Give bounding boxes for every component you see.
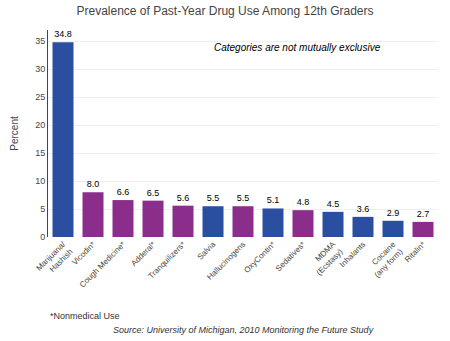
svg-text:Marijuana/Hashish: Marijuana/Hashish	[34, 239, 75, 280]
svg-text:2.7: 2.7	[417, 209, 430, 219]
svg-text:5.5: 5.5	[207, 193, 220, 203]
svg-text:MDMA(Ecstasy): MDMA(Ecstasy)	[307, 239, 345, 277]
svg-text:Tranquilizers*: Tranquilizers*	[147, 240, 188, 281]
svg-text:4.5: 4.5	[327, 199, 340, 209]
svg-text:15: 15	[35, 148, 45, 158]
svg-text:5: 5	[40, 204, 45, 214]
svg-text:Vicodin*: Vicodin*	[70, 240, 97, 267]
svg-text:Cocaine(any form): Cocaine(any form)	[365, 239, 405, 279]
svg-text:Ritalin*: Ritalin*	[403, 240, 427, 264]
svg-text:Adderal*: Adderal*	[129, 240, 157, 268]
svg-text:2.9: 2.9	[387, 208, 400, 218]
svg-text:*Nonmedical Use: *Nonmedical Use	[50, 311, 120, 321]
svg-text:6.5: 6.5	[147, 188, 160, 198]
svg-text:10: 10	[35, 176, 45, 186]
svg-text:30: 30	[35, 64, 45, 74]
svg-text:20: 20	[35, 120, 45, 130]
svg-text:5.6: 5.6	[177, 193, 190, 203]
svg-text:Categories are not mutually ex: Categories are not mutually exclusive	[214, 42, 381, 53]
svg-text:Sedatives*: Sedatives*	[274, 240, 307, 273]
svg-text:Percent: Percent	[9, 116, 20, 151]
svg-text:Salvia: Salvia	[195, 239, 217, 261]
svg-text:4.8: 4.8	[297, 197, 310, 207]
svg-text:8.0: 8.0	[87, 179, 100, 189]
svg-text:6.6: 6.6	[117, 187, 130, 197]
svg-text:35: 35	[35, 36, 45, 46]
svg-text:5.5: 5.5	[237, 193, 250, 203]
svg-text:34.8: 34.8	[54, 29, 72, 39]
svg-text:Inhalants: Inhalants	[338, 240, 367, 269]
svg-text:Source: University of Michigan: Source: University of Michigan, 2010 Mon…	[113, 325, 374, 335]
svg-text:Prevalence of Past-Year Drug U: Prevalence of Past-Year Drug Use Among 1…	[76, 4, 373, 18]
svg-text:OxyContin*: OxyContin*	[242, 240, 277, 275]
svg-text:Hallucinogens: Hallucinogens	[205, 240, 247, 282]
svg-text:Cough Medicine*: Cough Medicine*	[78, 240, 127, 289]
svg-text:25: 25	[35, 92, 45, 102]
svg-text:3.6: 3.6	[357, 204, 370, 214]
svg-text:0: 0	[40, 232, 45, 242]
svg-text:5.1: 5.1	[267, 195, 280, 205]
